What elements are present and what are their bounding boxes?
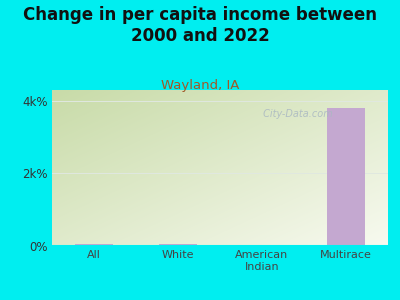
- Bar: [75, 244, 113, 246]
- Text: Wayland, IA: Wayland, IA: [161, 80, 239, 92]
- Bar: [327, 108, 365, 246]
- Bar: [243, 245, 281, 246]
- Text: Change in per capita income between
2000 and 2022: Change in per capita income between 2000…: [23, 6, 377, 45]
- Bar: [159, 244, 197, 246]
- Text: City-Data.com: City-Data.com: [260, 109, 333, 119]
